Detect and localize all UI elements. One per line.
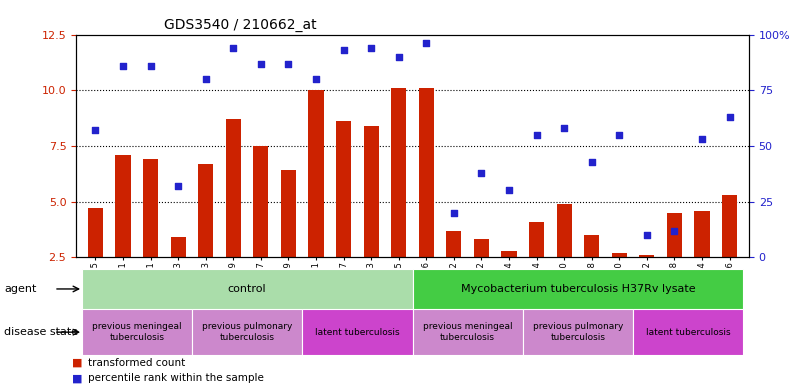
Bar <box>529 222 544 257</box>
Bar <box>584 235 599 257</box>
Bar <box>413 309 523 355</box>
Bar <box>391 88 406 257</box>
Bar <box>557 204 572 257</box>
Point <box>171 183 184 189</box>
Point <box>117 63 130 69</box>
Text: latent tuberculosis: latent tuberculosis <box>646 328 731 337</box>
Text: ■: ■ <box>72 358 83 368</box>
Point <box>668 227 681 233</box>
Bar <box>364 126 379 257</box>
Bar <box>171 237 186 257</box>
Bar <box>474 240 489 257</box>
Bar <box>143 159 158 257</box>
Bar <box>694 210 710 257</box>
Bar <box>336 121 351 257</box>
Text: previous meningeal
tuberculosis: previous meningeal tuberculosis <box>92 323 182 342</box>
Point <box>448 210 461 216</box>
Point <box>89 127 102 133</box>
Bar <box>82 269 413 309</box>
Bar <box>523 309 633 355</box>
Bar <box>308 90 324 257</box>
Point <box>255 60 268 66</box>
Point <box>502 187 515 194</box>
Text: latent tuberculosis: latent tuberculosis <box>315 328 400 337</box>
Bar <box>501 251 517 257</box>
Bar <box>667 213 682 257</box>
Bar <box>253 146 268 257</box>
Text: Mycobacterium tuberculosis H37Rv lysate: Mycobacterium tuberculosis H37Rv lysate <box>461 284 695 294</box>
Bar <box>612 253 627 257</box>
Point <box>695 136 708 142</box>
Bar <box>82 309 192 355</box>
Bar <box>446 230 461 257</box>
Text: agent: agent <box>4 284 36 294</box>
Bar <box>302 309 413 355</box>
Text: previous meningeal
tuberculosis: previous meningeal tuberculosis <box>423 323 513 342</box>
Point <box>227 45 239 51</box>
Text: transformed count: transformed count <box>88 358 185 368</box>
Text: disease state: disease state <box>4 327 78 337</box>
Point <box>723 114 736 120</box>
Point <box>282 60 295 66</box>
Bar <box>88 208 103 257</box>
Point <box>337 47 350 53</box>
Point <box>530 132 543 138</box>
Text: previous pulmonary
tuberculosis: previous pulmonary tuberculosis <box>202 323 292 342</box>
Point <box>199 76 212 82</box>
Point <box>310 76 323 82</box>
Bar <box>639 255 654 257</box>
Point <box>586 159 598 165</box>
Point <box>641 232 654 238</box>
Bar <box>192 309 302 355</box>
Text: control: control <box>227 284 267 294</box>
Bar <box>198 164 213 257</box>
Point <box>557 125 570 131</box>
Text: ■: ■ <box>72 373 83 383</box>
Bar <box>115 155 131 257</box>
Point <box>144 63 157 69</box>
Text: previous pulmonary
tuberculosis: previous pulmonary tuberculosis <box>533 323 623 342</box>
Text: percentile rank within the sample: percentile rank within the sample <box>88 373 264 383</box>
Bar <box>413 269 743 309</box>
Bar <box>281 170 296 257</box>
Bar <box>722 195 737 257</box>
Bar <box>226 119 241 257</box>
Text: GDS3540 / 210662_at: GDS3540 / 210662_at <box>163 18 316 32</box>
Point <box>364 45 377 51</box>
Point <box>613 132 626 138</box>
Point <box>475 170 488 176</box>
Point <box>420 40 433 46</box>
Bar <box>419 88 434 257</box>
Point <box>392 54 405 60</box>
Bar <box>633 309 743 355</box>
